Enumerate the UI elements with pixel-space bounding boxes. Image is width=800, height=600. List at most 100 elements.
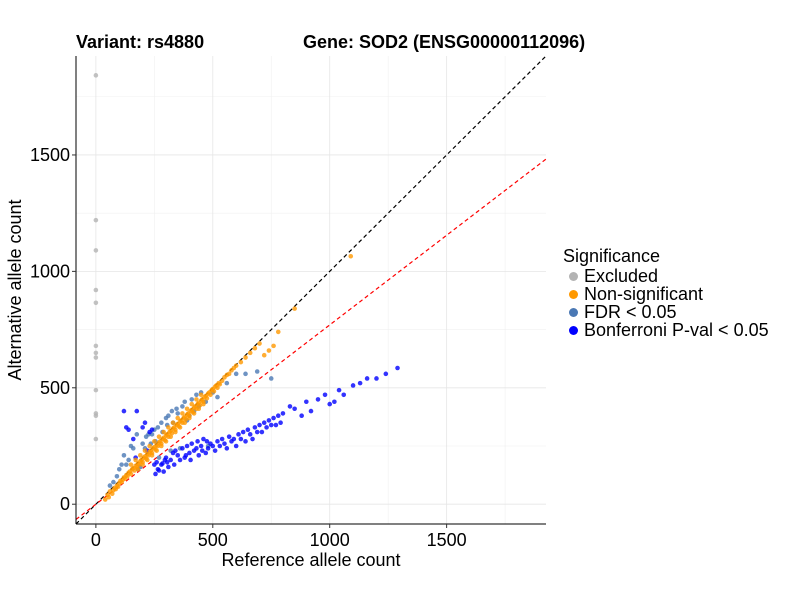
data-point [154, 448, 159, 453]
data-point [138, 453, 143, 458]
y-tick-label: 0 [60, 494, 70, 514]
data-point [196, 406, 202, 412]
data-point [169, 430, 175, 436]
data-point [166, 425, 171, 430]
data-point [114, 473, 120, 479]
data-point [215, 394, 220, 400]
data-point [292, 306, 297, 311]
data-point [149, 453, 155, 458]
data-point [191, 411, 197, 416]
data-point [156, 434, 162, 439]
data-point [155, 425, 161, 430]
series-non-significant [102, 253, 354, 502]
data-point [102, 497, 108, 502]
data-point [156, 455, 162, 460]
data-point [161, 469, 166, 474]
data-point [130, 436, 136, 442]
data-point [350, 383, 356, 388]
data-point [145, 457, 150, 463]
data-point [243, 439, 248, 444]
data-point [211, 388, 217, 394]
data-point [205, 446, 211, 451]
data-point [383, 371, 389, 377]
data-point [175, 411, 181, 416]
data-point [374, 376, 379, 381]
data-point [238, 359, 244, 365]
data-point [170, 420, 176, 426]
data-point [180, 404, 185, 409]
data-point [189, 441, 195, 446]
data-point [198, 392, 204, 398]
data-point [217, 443, 223, 449]
data-point [183, 453, 189, 458]
data-point [173, 448, 178, 453]
reference-line-expected-ratio [75, 158, 547, 520]
data-point [252, 345, 258, 351]
data-point [268, 376, 274, 381]
data-point [240, 429, 246, 435]
data-point [169, 408, 175, 414]
data-point [208, 392, 213, 398]
data-point [182, 399, 188, 405]
data-point [171, 462, 177, 467]
data-point [168, 434, 174, 439]
chart-title-variant: Variant: rs4880 [76, 32, 205, 52]
data-point [222, 441, 227, 446]
data-point [236, 432, 241, 437]
data-point [180, 446, 185, 451]
data-point [188, 457, 193, 463]
data-point [121, 453, 127, 458]
data-point [126, 457, 131, 463]
data-point [215, 385, 220, 391]
data-point [341, 392, 347, 398]
data-point [231, 436, 237, 442]
data-point [195, 439, 200, 444]
data-point [153, 471, 158, 477]
data-point [233, 363, 239, 368]
data-point [93, 436, 99, 442]
chart-title-gene: Gene: SOD2 (ENSG00000112096) [303, 32, 586, 52]
data-point [275, 413, 281, 419]
legend-label-bonferroni: Bonferroni P-val < 0.05 [584, 319, 769, 340]
series-excluded [93, 73, 99, 442]
data-point [164, 459, 170, 465]
data-point [111, 479, 116, 485]
data-point [201, 401, 206, 407]
data-point [126, 427, 131, 433]
data-point [261, 420, 267, 426]
data-point [322, 392, 328, 398]
data-point [224, 446, 230, 451]
data-point [308, 408, 314, 414]
data-point [196, 453, 202, 458]
data-point [395, 365, 400, 371]
data-point [135, 466, 141, 472]
x-tick-label: 1500 [427, 530, 467, 550]
data-point [134, 432, 140, 437]
y-axis-label: Alternative allele count [5, 199, 25, 380]
data-point [215, 439, 220, 444]
data-point [364, 376, 370, 381]
data-point [226, 371, 232, 377]
data-point [224, 380, 230, 386]
data-point [128, 462, 134, 467]
data-point [266, 418, 272, 423]
data-point [175, 415, 181, 421]
data-point [133, 457, 138, 463]
data-point [327, 401, 333, 407]
data-point [93, 287, 99, 293]
legend-label-non-significant: Non-significant [584, 283, 704, 304]
data-point [271, 343, 276, 349]
legend-swatch-fdr [569, 307, 578, 317]
data-point [226, 434, 232, 439]
x-tick-label: 0 [91, 530, 101, 550]
data-point [203, 450, 209, 456]
data-point [212, 448, 218, 453]
data-point [243, 371, 248, 377]
data-point [287, 404, 293, 409]
legend-label-fdr: FDR < 0.05 [584, 301, 677, 322]
data-point [166, 464, 171, 470]
legend-item-fdr: FDR < 0.05 [563, 301, 769, 322]
data-point [180, 411, 185, 416]
